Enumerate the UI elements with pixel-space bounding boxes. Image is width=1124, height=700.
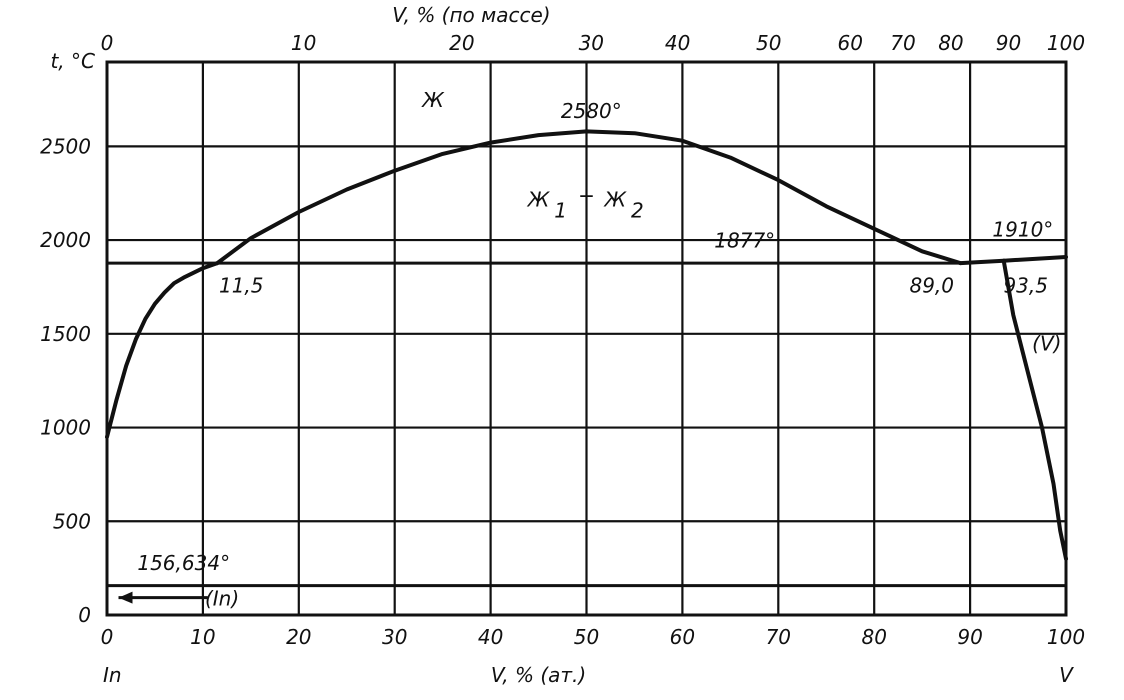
annotation-label: 1 (554, 199, 567, 223)
top-tick-label: 10 (291, 31, 316, 55)
phase-boundary-line (105, 261, 220, 439)
x-tick-label: 10 (190, 625, 215, 649)
x-tick-label: 30 (382, 625, 407, 649)
annotation-label: (In) (205, 587, 239, 611)
grid-layer (105, 60, 1068, 617)
top-tick-label: 90 (996, 31, 1021, 55)
x-tick-label: 70 (766, 625, 791, 649)
top-tick-label: 100 (1047, 31, 1085, 55)
annotation-label: 93,5 (1003, 274, 1048, 298)
x-tick-label: 50 (574, 625, 599, 649)
y-tick-label: 1500 (40, 322, 91, 346)
y-tick-label: 1000 (40, 416, 91, 440)
annotation-label: Ж (602, 187, 627, 211)
annotation-label: 1910° (992, 217, 1053, 241)
x-tick-label: 80 (861, 625, 886, 649)
phase-boundary-line (1001, 258, 1068, 561)
phase-boundary-line (215, 129, 963, 266)
y-axis-title: t, °C (50, 49, 95, 73)
top-axis-title: V, % (по массе) (392, 3, 550, 27)
annotation-label: (V) (1032, 332, 1061, 356)
top-tick-label: 70 (890, 31, 915, 55)
x-tick-label: 20 (286, 625, 311, 649)
annotation-label: + (578, 184, 595, 208)
annotation-label: 1877° (714, 229, 775, 253)
annotation-label: 156,634° (137, 551, 230, 575)
y-tick-label: 500 (53, 509, 91, 533)
annotation-label: 2 (631, 199, 644, 223)
annotation-label: Ж (526, 187, 551, 211)
annotation-label: Ж (420, 88, 445, 112)
left-component-label: In (103, 663, 122, 687)
tick-layer: 0 10 20 30 40 50 60 70 80 90 100050010001500200025… (40, 31, 1085, 649)
top-tick-label: 50 (756, 31, 781, 55)
x-tick-label: 100 (1047, 625, 1085, 649)
arrow-head (118, 591, 133, 604)
annotation-label: 89,0 (909, 274, 954, 298)
x-tick-label: 40 (478, 625, 503, 649)
top-tick-label: 40 (665, 31, 690, 55)
x-tick-label: 0 (101, 625, 114, 649)
top-tick-label: 30 (579, 31, 604, 55)
phase-boundary-line (958, 255, 1068, 266)
top-tick-label: 20 (449, 31, 474, 55)
right-component-label: V (1059, 663, 1074, 687)
y-tick-label: 0 (78, 603, 91, 627)
y-tick-label: 2000 (40, 228, 91, 252)
x-tick-label: 90 (957, 625, 982, 649)
curve-layer (105, 129, 1068, 604)
bottom-axis-title: V, % (ат.) (491, 663, 586, 687)
y-tick-label: 2500 (40, 134, 91, 158)
top-tick-label: 60 (837, 31, 862, 55)
top-tick-label: 0 (101, 31, 114, 55)
x-tick-label: 60 (670, 625, 695, 649)
top-tick-label: 80 (938, 31, 963, 55)
annotation-label: 11,5 (219, 274, 264, 298)
annotation-label: 2580° (561, 99, 622, 123)
